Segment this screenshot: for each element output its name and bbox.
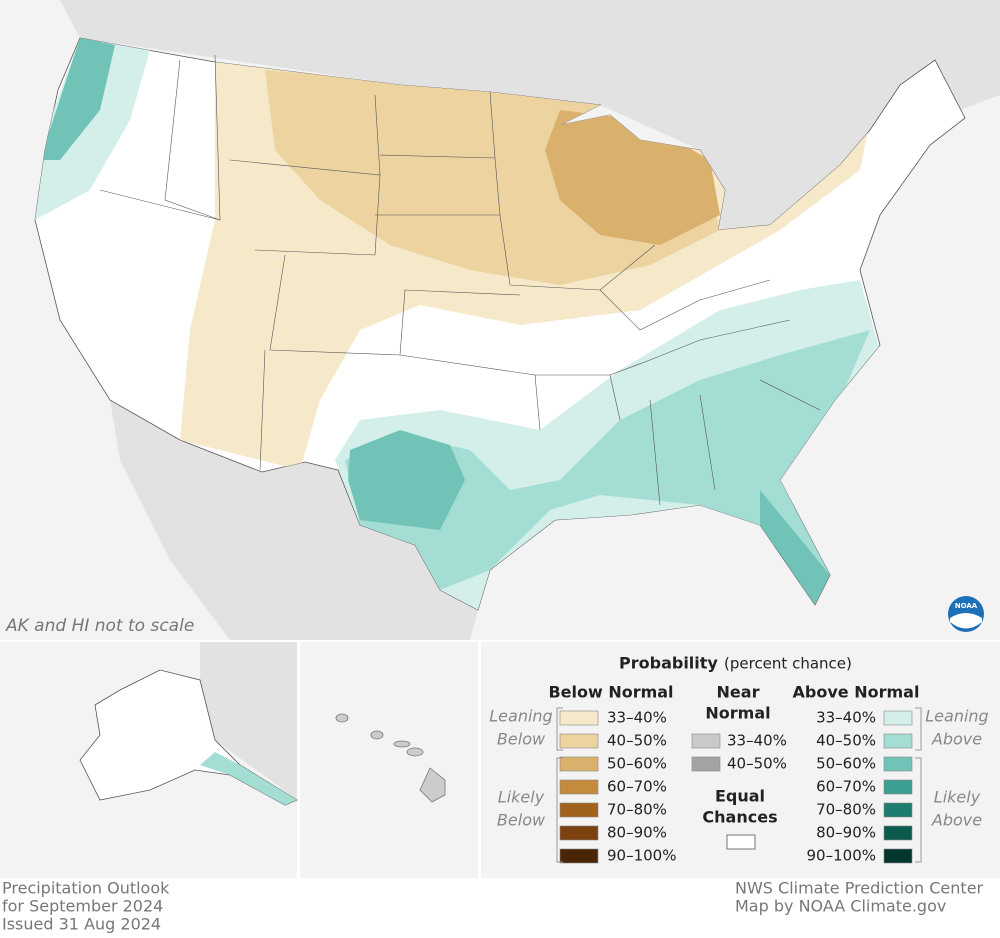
below-heading: Below Normal [548,683,673,702]
legend-label: 80–90% [607,824,667,842]
likely-above-area [40,38,115,160]
footer-text: NWS Climate Prediction Center [735,879,984,898]
legend-swatch [559,848,599,864]
legend-title-note: (percent chance) [724,655,852,673]
legend-label: 40–50% [816,732,876,750]
legend-label: 33–40% [727,732,787,750]
legend-swatch [883,802,913,818]
legend-swatch [726,834,756,850]
legend-swatch [559,779,599,795]
bracket [556,757,563,863]
hawaii [335,713,446,803]
canada-ak [200,642,297,800]
equal-heading: Equal [715,787,765,806]
legend-swatch [883,756,913,772]
group-label: Likely [498,788,545,807]
legend-items: 33–40% 40–50% 50–60% 60–70% 70–80% 80–90% 90–1… [489,683,988,865]
near-heading: Normal [705,704,770,723]
legend-label: 90–100% [607,847,676,865]
legend-swatch [691,733,721,749]
group-label: Leaning [925,707,988,726]
hawaii-panel [300,642,478,878]
footer-text: Issued 31 Aug 2024 [2,915,161,934]
near-heading: Near [717,683,760,702]
legend-label: 70–80% [607,801,667,819]
legend-swatch [559,710,599,726]
logo-wave [950,613,982,629]
footer-text: Precipitation Outlook [2,879,170,898]
legend-label: 80–90% [816,824,876,842]
legend-swatch [883,710,913,726]
legend-swatch [559,756,599,772]
legend-label: 50–60% [816,755,876,773]
legend-label: 40–50% [727,755,787,773]
equal-heading: Chances [702,808,777,827]
canada [60,0,1000,230]
group-label: Above [931,730,982,749]
legend-title: Probability [619,654,718,673]
legend-swatch [883,825,913,841]
above-heading: Above Normal [793,683,920,702]
legend-swatch [883,779,913,795]
legend-label: 50–60% [607,755,667,773]
legend-label: 33–40% [607,709,667,727]
group-label: Likely [934,788,981,807]
bracket [915,707,922,751]
bracket [556,707,563,751]
legend-swatch [559,802,599,818]
legend-label: 60–70% [607,778,667,796]
bracket [915,757,922,863]
legend-swatch [883,733,913,749]
group-label: Below [497,811,546,830]
mexico [110,400,478,640]
legend-label: 60–70% [816,778,876,796]
likely-above-area [348,430,830,605]
state-lines [99,54,821,506]
legend-swatch [883,848,913,864]
footer-text: Map by NOAA Climate.gov [735,897,946,916]
map-note: AK and HI not to scale [5,616,194,636]
group-label: Above [931,811,982,830]
legend-label: 33–40% [816,709,876,727]
group-label: Below [497,730,546,749]
legend-label: 70–80% [816,801,876,819]
legend-label: 40–50% [607,732,667,750]
group-label: Leaning [489,707,552,726]
legend-swatch [691,756,721,772]
legend-label: 90–100% [807,847,876,865]
legend-swatch [559,825,599,841]
alaska-above [200,752,297,805]
leaning-above-area [35,38,150,220]
footer-text: for September 2024 [2,897,163,916]
noaa-logo: NOAA [948,596,984,632]
logo-text: NOAA [955,602,978,610]
legend-swatch [559,733,599,749]
